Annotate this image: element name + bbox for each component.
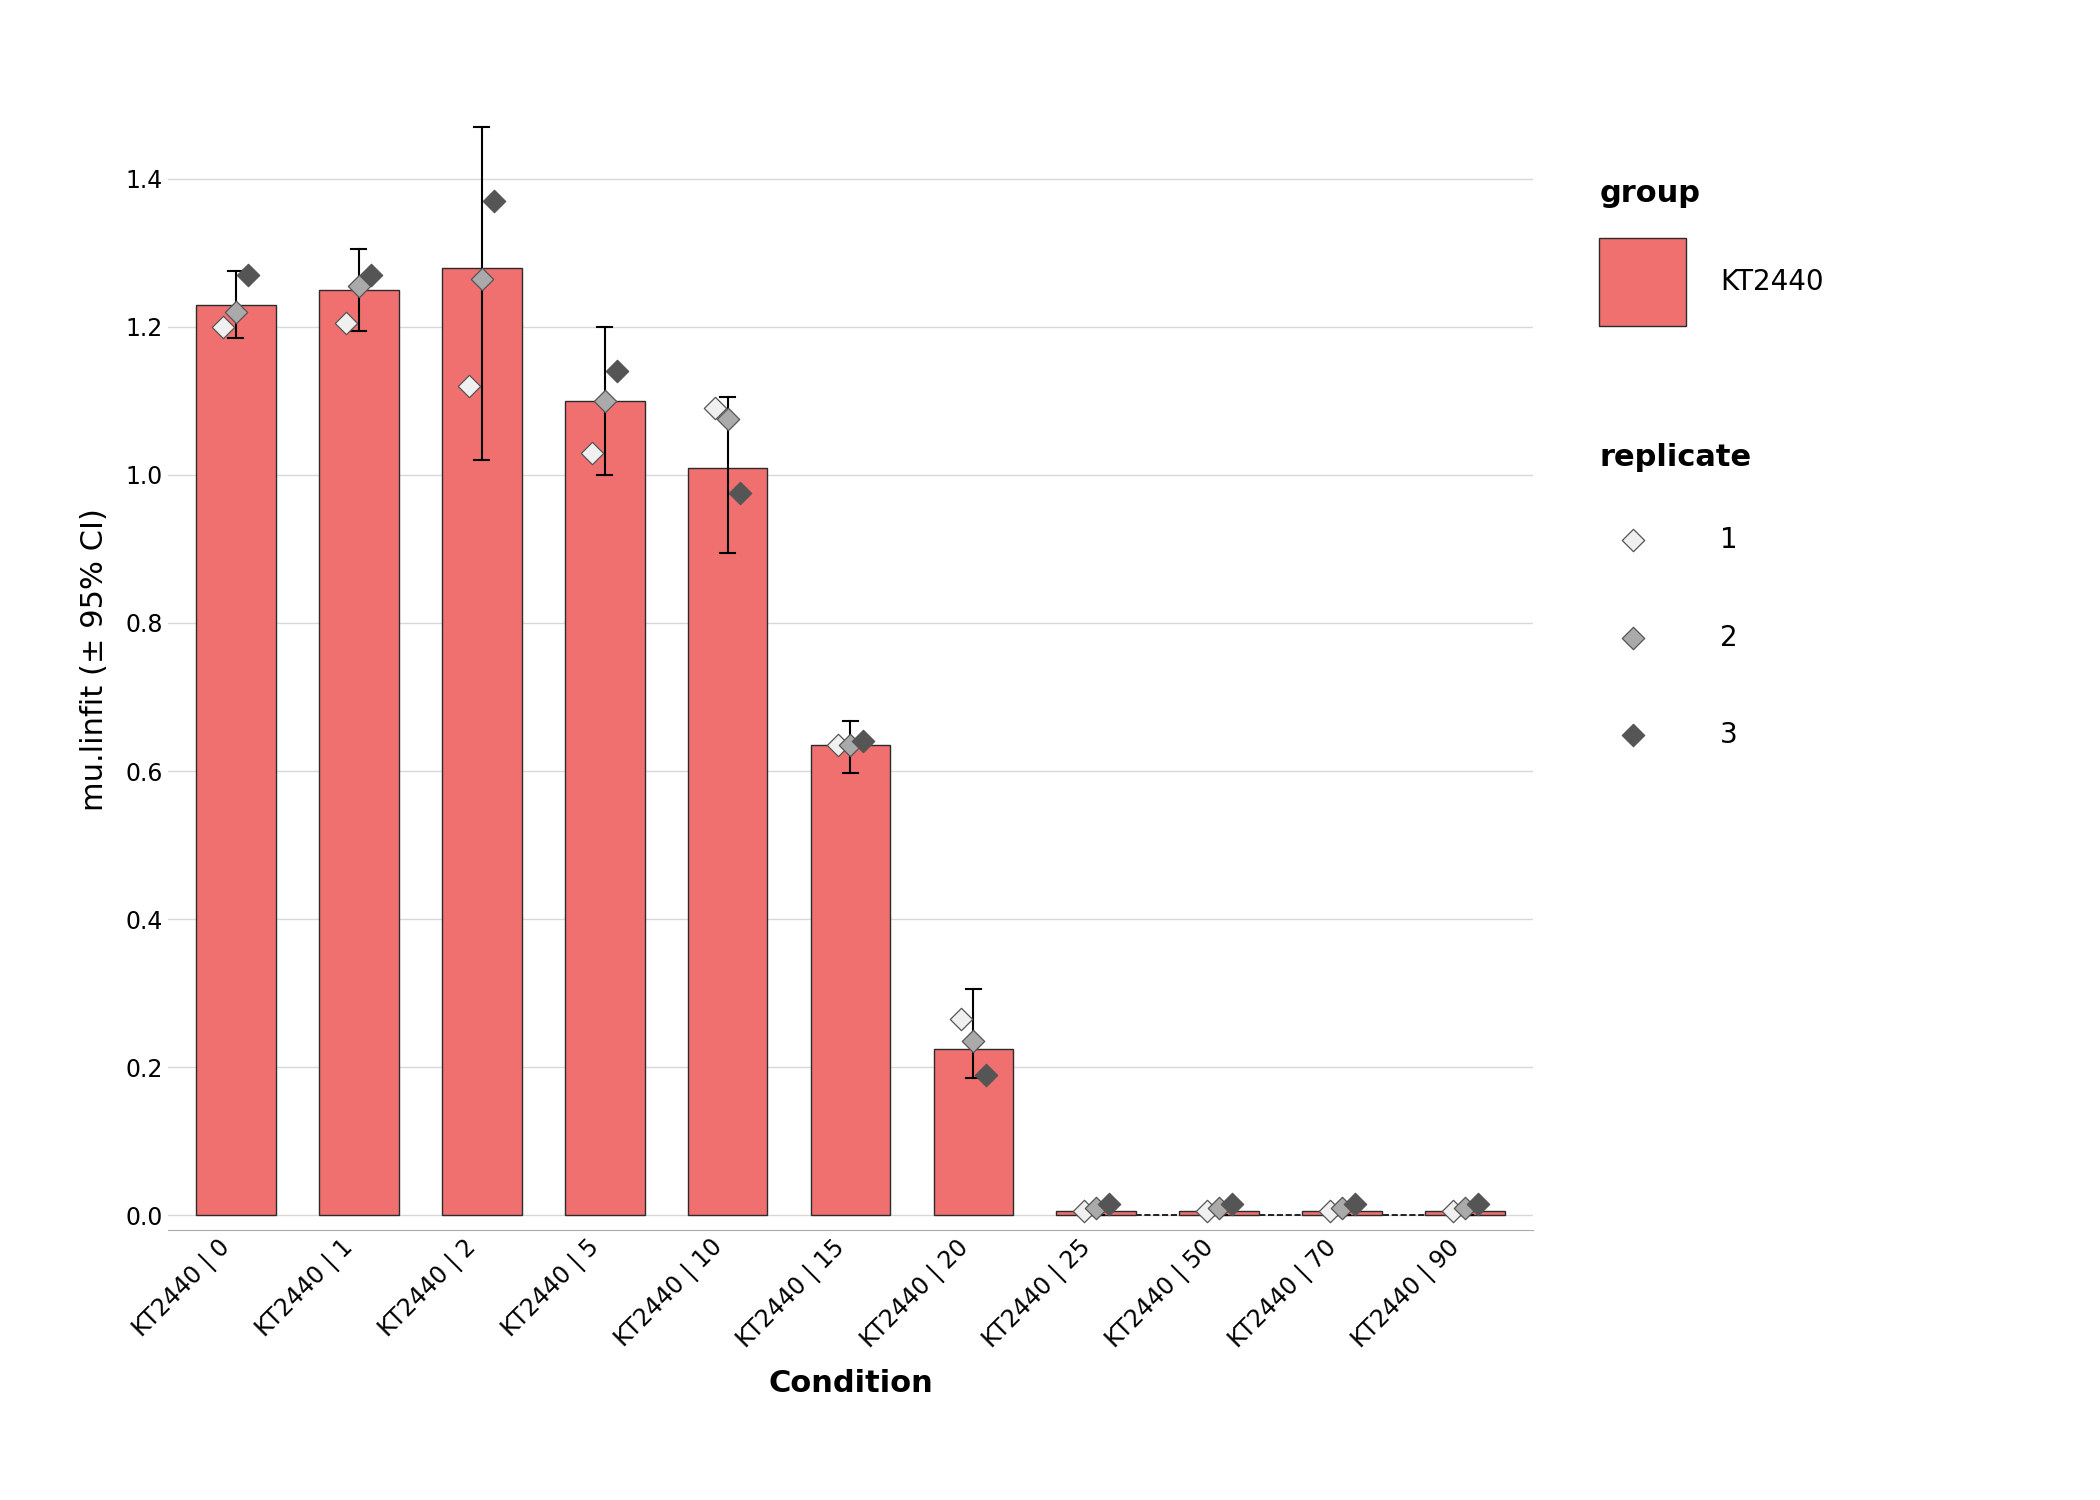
Point <box>846 729 880 753</box>
Bar <box>441 267 521 1215</box>
Point <box>330 310 363 334</box>
Point <box>1462 1192 1495 1216</box>
Bar <box>687 468 766 1215</box>
Bar <box>319 290 399 1215</box>
Bar <box>1056 1212 1136 1215</box>
Text: KT2440: KT2440 <box>1720 267 1823 296</box>
Text: replicate: replicate <box>1600 442 1751 471</box>
Point <box>958 1029 991 1053</box>
Text: 2: 2 <box>1720 624 1737 651</box>
Bar <box>1302 1212 1382 1215</box>
Bar <box>811 746 890 1215</box>
Point <box>355 262 388 286</box>
Point <box>588 388 622 412</box>
Y-axis label: mu.linfit (± 95% CI): mu.linfit (± 95% CI) <box>80 509 109 812</box>
Text: 3: 3 <box>1720 722 1737 748</box>
FancyBboxPatch shape <box>1600 237 1686 326</box>
Point <box>1191 1200 1224 1224</box>
Point <box>477 189 510 213</box>
Point <box>1216 1192 1250 1216</box>
Point <box>722 482 756 506</box>
Point <box>1092 1192 1126 1216</box>
Bar <box>1426 1212 1506 1215</box>
Text: 1: 1 <box>1720 526 1737 554</box>
Point <box>601 360 634 384</box>
Point <box>1203 1196 1237 1219</box>
Point <box>231 262 265 286</box>
Point <box>1449 1196 1483 1219</box>
Point <box>1079 1196 1113 1219</box>
Bar <box>1180 1212 1260 1215</box>
Point <box>945 1007 979 1031</box>
Bar <box>934 1048 1014 1215</box>
Point <box>699 396 733 420</box>
Bar <box>565 400 645 1215</box>
X-axis label: Condition: Condition <box>769 1370 932 1398</box>
Point <box>1312 1200 1346 1224</box>
Point <box>452 374 485 398</box>
Text: group: group <box>1600 180 1701 209</box>
Point <box>1067 1200 1100 1224</box>
Point <box>575 441 609 465</box>
Point <box>834 734 867 758</box>
Point <box>1436 1200 1470 1224</box>
Point <box>342 274 376 298</box>
Point <box>1325 1196 1359 1219</box>
Point <box>1338 1192 1371 1216</box>
Bar <box>195 304 275 1215</box>
Point <box>218 300 252 324</box>
Point <box>968 1062 1002 1086</box>
Point <box>206 315 239 339</box>
Point <box>710 408 743 432</box>
Point <box>821 734 855 758</box>
Point <box>464 267 498 291</box>
